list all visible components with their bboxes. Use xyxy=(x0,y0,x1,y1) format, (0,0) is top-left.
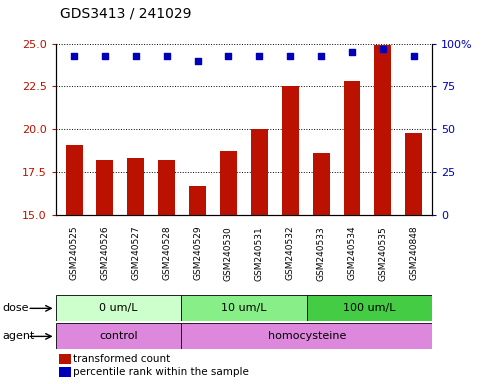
Bar xyxy=(97,160,114,215)
Bar xyxy=(282,86,298,215)
Point xyxy=(317,53,325,59)
Bar xyxy=(405,132,422,215)
Text: 10 um/L: 10 um/L xyxy=(221,303,267,313)
Point xyxy=(70,53,78,59)
Text: 0 um/L: 0 um/L xyxy=(99,303,138,313)
Bar xyxy=(251,129,268,215)
Bar xyxy=(59,367,71,377)
Bar xyxy=(56,295,181,321)
Text: percentile rank within the sample: percentile rank within the sample xyxy=(73,367,249,377)
Bar xyxy=(56,323,181,349)
Text: GSM240531: GSM240531 xyxy=(255,226,264,281)
Text: dose: dose xyxy=(2,303,29,313)
Bar xyxy=(343,81,360,215)
Point xyxy=(286,53,294,59)
Point xyxy=(256,53,263,59)
Text: GDS3413 / 241029: GDS3413 / 241029 xyxy=(60,7,192,21)
Text: agent: agent xyxy=(2,331,35,341)
Text: GSM240525: GSM240525 xyxy=(70,226,79,280)
Point xyxy=(225,53,232,59)
Text: homocysteine: homocysteine xyxy=(268,331,346,341)
Text: GSM240532: GSM240532 xyxy=(286,226,295,280)
Point xyxy=(379,46,387,52)
Text: GSM240848: GSM240848 xyxy=(409,226,418,280)
Text: 100 um/L: 100 um/L xyxy=(343,303,396,313)
Text: GSM240533: GSM240533 xyxy=(317,226,326,281)
Bar xyxy=(158,160,175,215)
Point xyxy=(132,53,140,59)
Point xyxy=(348,49,356,55)
Bar xyxy=(189,185,206,215)
Text: GSM240528: GSM240528 xyxy=(162,226,171,280)
Text: transformed count: transformed count xyxy=(73,354,170,364)
Point xyxy=(101,53,109,59)
Text: control: control xyxy=(99,331,138,341)
Text: GSM240527: GSM240527 xyxy=(131,226,141,280)
Bar xyxy=(128,158,144,215)
Bar xyxy=(374,45,391,215)
Point xyxy=(194,58,201,64)
Bar xyxy=(313,153,329,215)
Point xyxy=(410,53,418,59)
Text: GSM240535: GSM240535 xyxy=(378,226,387,281)
Text: GSM240530: GSM240530 xyxy=(224,226,233,281)
Text: GSM240529: GSM240529 xyxy=(193,226,202,280)
Bar xyxy=(307,295,432,321)
Point xyxy=(163,53,170,59)
Text: GSM240534: GSM240534 xyxy=(347,226,356,280)
Bar xyxy=(66,145,83,215)
Bar xyxy=(59,354,71,364)
Bar xyxy=(181,295,307,321)
Bar xyxy=(220,151,237,215)
Text: GSM240526: GSM240526 xyxy=(100,226,110,280)
Bar xyxy=(181,323,432,349)
